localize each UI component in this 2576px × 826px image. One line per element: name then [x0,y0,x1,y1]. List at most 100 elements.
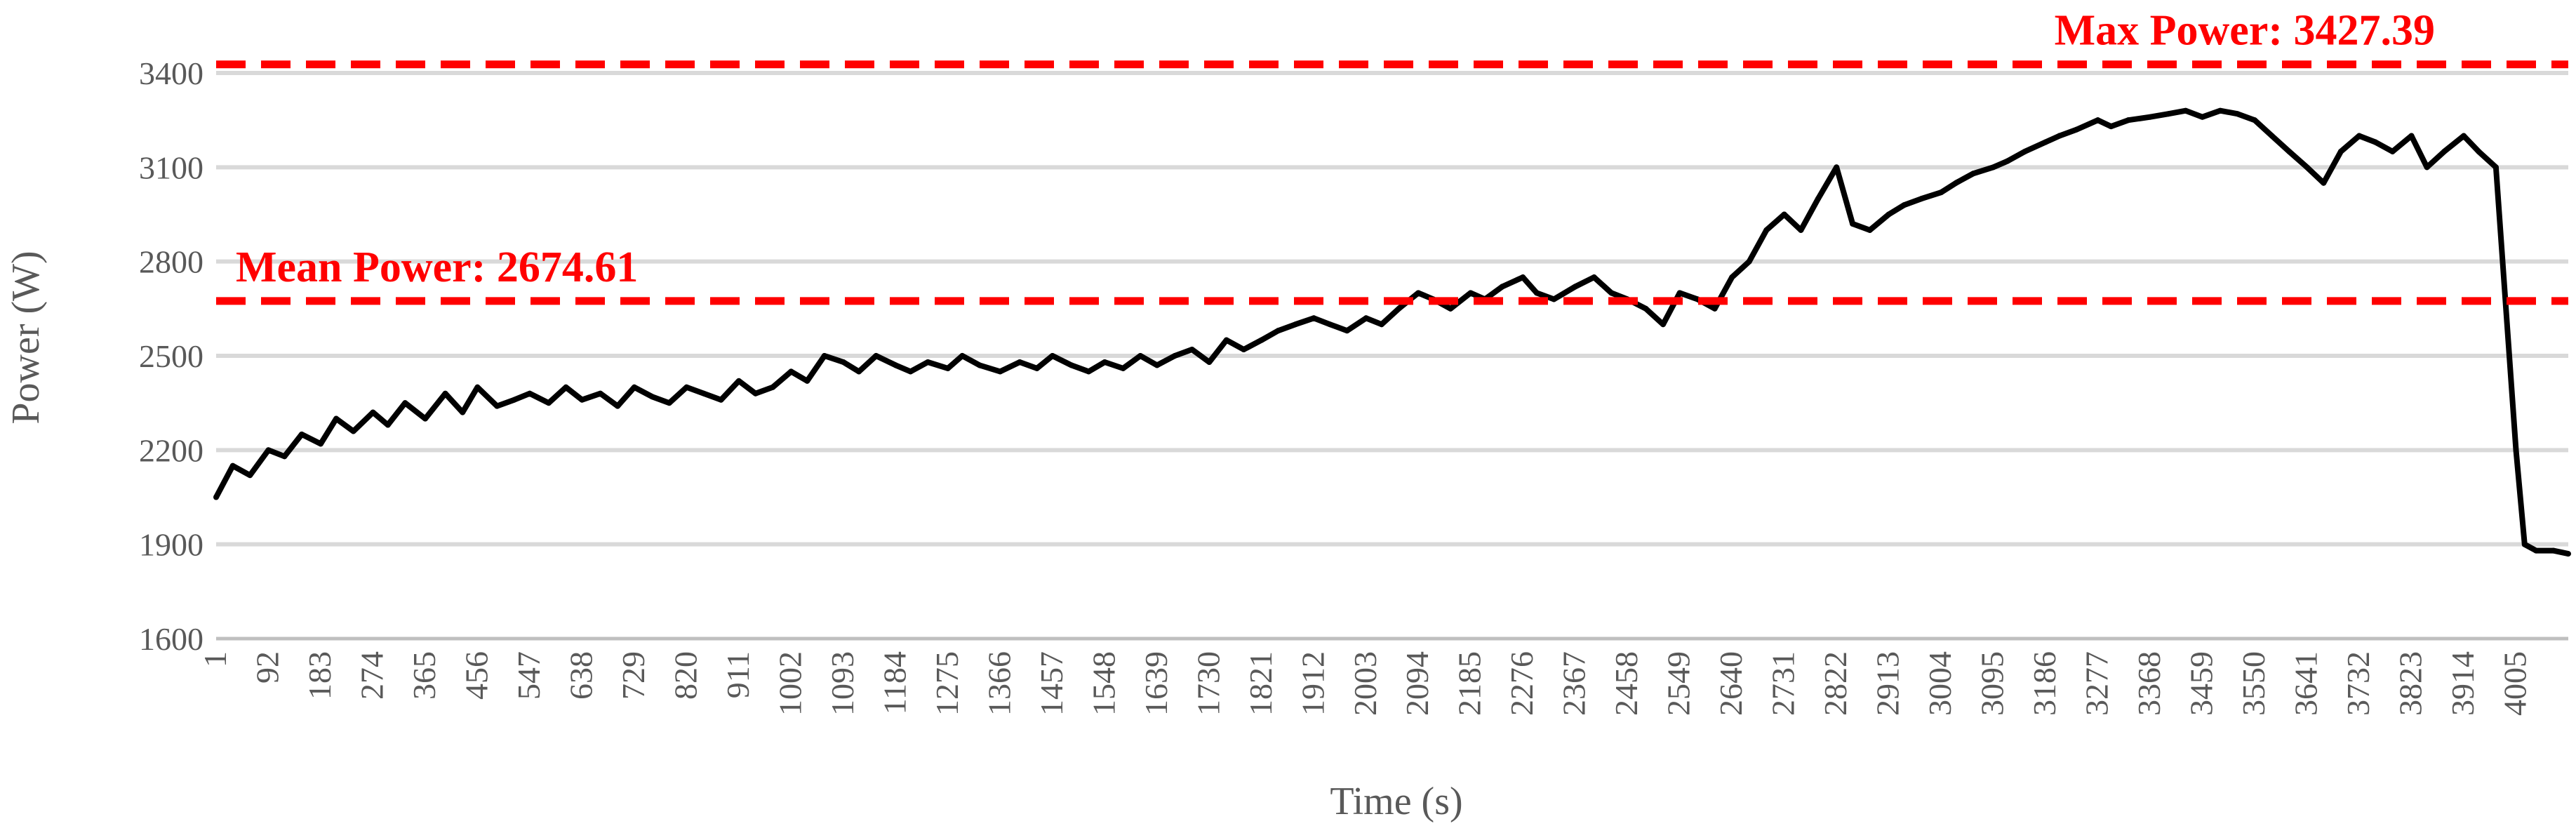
data-point [2005,158,2011,164]
data-point [700,390,707,397]
x-tick-label: 274 [354,651,389,700]
data-point [229,462,236,469]
data-point [1311,315,1317,321]
data-point [2165,111,2172,117]
x-tick-label: 183 [302,651,338,700]
data-point [1533,290,1540,296]
x-axis-ticks: 1 92 183 274 365 456 547 638 729 820 911 1002 1093 11… [197,651,2533,716]
data-point [2043,139,2049,145]
data-point [855,368,862,375]
data-point [1499,284,1505,290]
x-tick-label: 365 [406,651,442,700]
data-point [1815,196,1821,202]
data-point [615,403,621,409]
data-point [2521,541,2528,547]
x-tick-label: 638 [563,651,599,700]
data-point [2022,148,2028,154]
data-point [1049,353,1055,359]
x-tick-label: 456 [458,651,494,700]
data-point [1953,180,1959,186]
data-point [804,378,810,384]
data-point [1223,337,1229,343]
data-point [752,390,759,397]
data-point [2125,117,2131,124]
data-point [1918,196,1925,202]
data-point [1137,353,1144,359]
gridlines [216,71,2568,547]
data-point [1970,171,1976,177]
data-point [1363,315,1369,321]
data-point [1241,347,1247,353]
data-point [213,494,219,500]
data-point [526,390,533,397]
y-axis-ticks: 1600 1900 2200 2500 2800 3100 3400 [139,55,203,657]
x-tick-label: 2913 [1870,651,1906,716]
data-point [333,415,340,422]
data-point [422,415,428,422]
data-point [2565,551,2571,557]
data-point [1344,328,1350,334]
data-point [1034,365,1040,371]
data-point [2492,164,2499,171]
series [213,107,2571,557]
data-point [2372,139,2378,145]
data-point [1068,362,1074,368]
data-point [1938,189,1944,196]
data-point [370,409,376,415]
data-point [2217,107,2223,114]
data-point [1086,368,1092,375]
reference-line-label: Mean Power: 2674.61 [236,244,638,291]
y-tick-label: 2200 [139,432,203,468]
data-point [1572,284,1578,290]
x-tick-label: 3004 [1922,651,1958,716]
data-point [925,359,931,365]
data-point [402,400,408,406]
data-point [1293,321,1299,328]
x-tick-label: 1184 [876,651,912,714]
x-tick-label: 1002 [772,651,808,716]
data-point [385,422,391,428]
x-tick-label: 1275 [929,651,965,716]
data-point [1781,211,1787,218]
data-point [1448,305,1454,312]
data-point [1763,227,1770,233]
x-tick-label: 2640 [1713,651,1749,716]
data-point [770,384,776,390]
data-point [718,397,724,403]
x-tick-label: 1366 [981,651,1017,716]
data-point [2321,180,2327,186]
x-tick-label: 1457 [1034,651,1069,716]
data-point [1834,164,1840,171]
data-point [1551,296,1557,302]
data-point [1711,305,1718,312]
data-point [666,400,672,406]
data-point [1378,321,1384,328]
data-point [788,368,794,375]
x-tick-label: 1821 [1243,651,1279,716]
x-tick-label: 729 [615,651,651,700]
data-point [907,368,914,375]
data-point [2476,148,2482,154]
data-point [1172,353,1178,359]
data-point [579,397,585,403]
data-point [1729,274,1735,281]
x-tick-label: 92 [249,651,285,684]
data-point [735,378,742,384]
data-point [1660,321,1666,328]
x-tick-label: 547 [511,651,547,700]
data-point [1189,347,1195,353]
x-tick-label: 3732 [2340,651,2376,716]
x-tick-label: 2094 [1399,651,1435,716]
data-point [2533,547,2540,554]
x-tick-label: 4005 [2497,651,2533,716]
x-tick-label: 3914 [2445,651,2481,716]
data-point [2074,126,2080,133]
y-tick-label: 3100 [139,149,203,185]
data-point [1867,227,1873,233]
data-point [1258,337,1264,343]
x-tick-label: 3459 [2184,651,2220,716]
x-tick-label: 2367 [1556,651,1592,716]
y-tick-label: 2500 [139,338,203,374]
x-tick-label: 2185 [1452,651,1488,716]
